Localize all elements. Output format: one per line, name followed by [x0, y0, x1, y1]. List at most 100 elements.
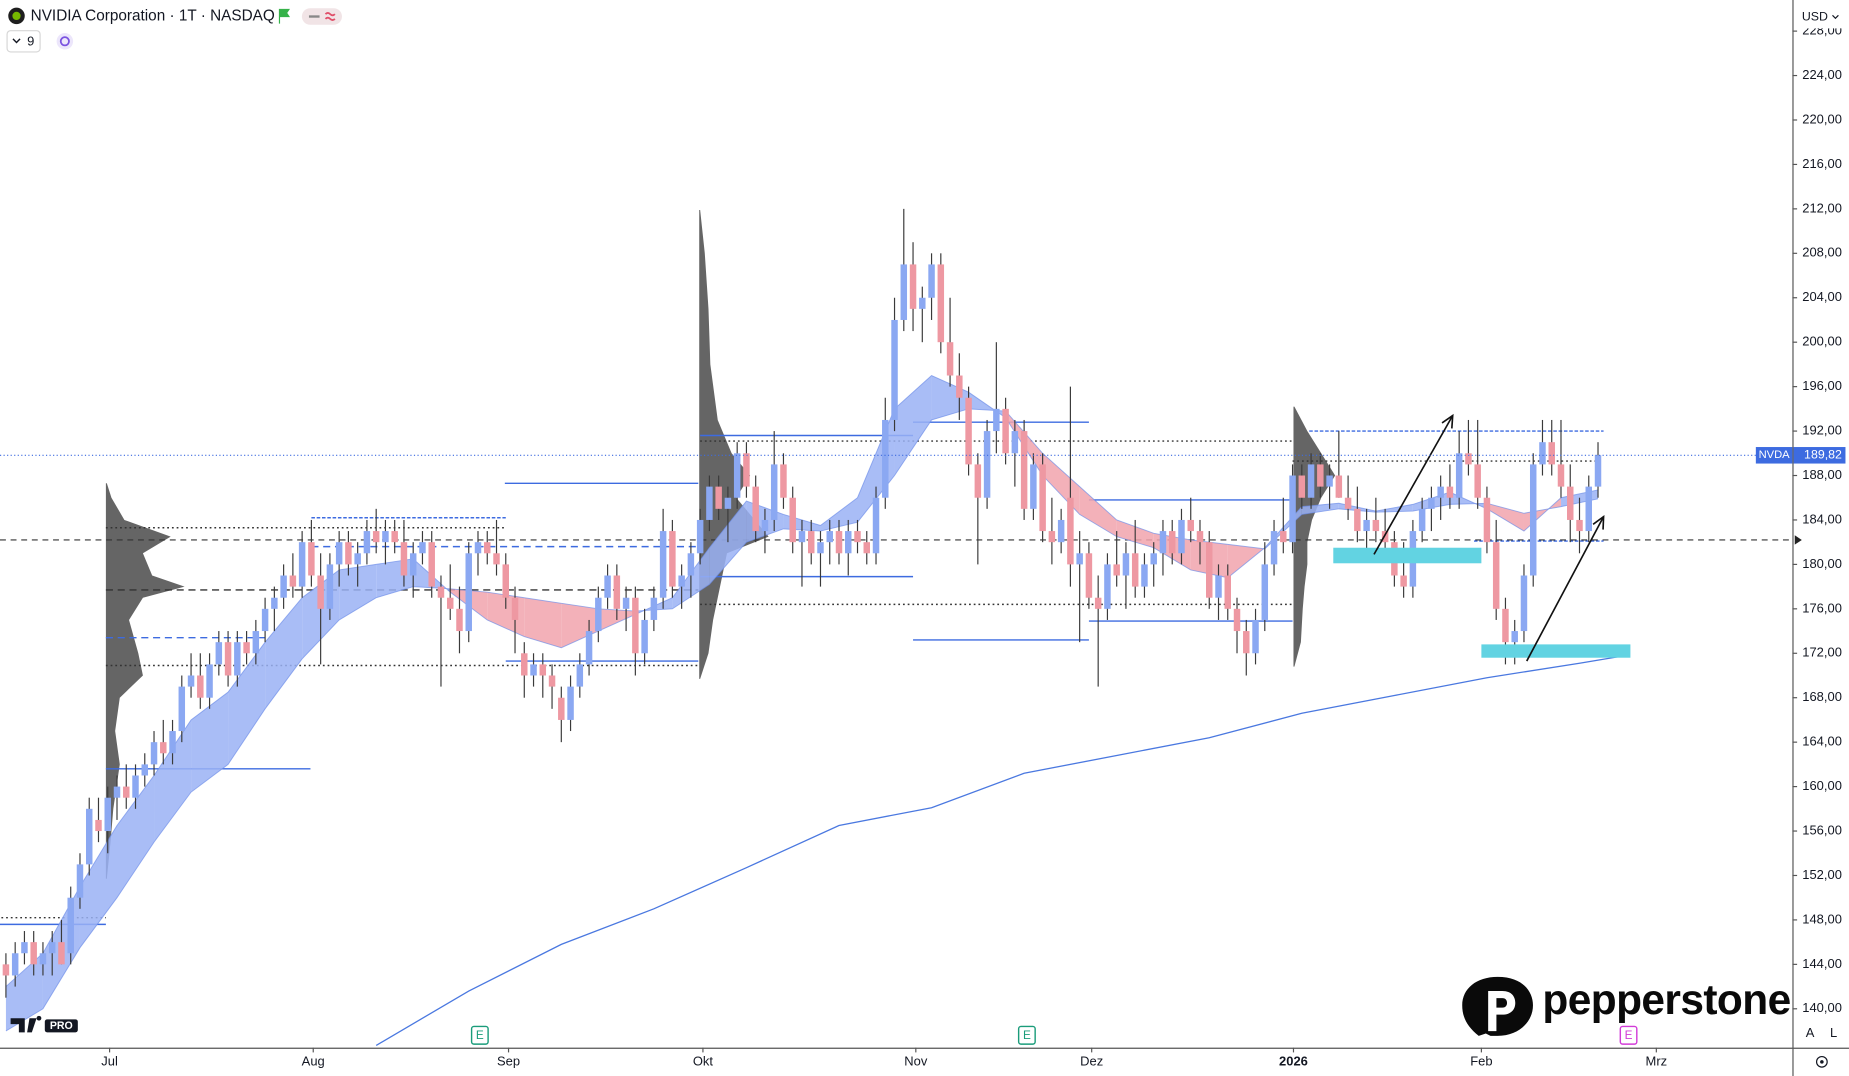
candle-body [983, 431, 991, 498]
candle-body [558, 697, 565, 720]
trend-arrow [1526, 516, 1605, 662]
candle-body [1567, 486, 1574, 520]
y-tick-label: 152,00 [1802, 867, 1842, 882]
candle-body [1039, 464, 1046, 532]
indicator-count: 9 [27, 33, 34, 48]
candle-body [1020, 431, 1028, 509]
candle-body [1150, 553, 1157, 565]
candle-body [1326, 475, 1333, 487]
axes: 140,00 144,00 148,00 152,00 156,00 160,00 164,… [101, 23, 1846, 1068]
flag-icon[interactable] [278, 8, 291, 24]
candle-body [993, 408, 1000, 432]
candle-body [1178, 519, 1185, 554]
candle-body [187, 675, 195, 687]
candle-body [21, 942, 28, 954]
candle-body [123, 786, 130, 798]
candle-body [715, 486, 722, 509]
candle-body [2, 964, 10, 976]
x-tick-label: Dez [1080, 1053, 1103, 1068]
candle-body [1289, 475, 1296, 543]
arrow-head [1441, 413, 1454, 429]
ribbon-fill [265, 597, 303, 709]
auto-scale-button[interactable]: A [1806, 1025, 1815, 1040]
candle-body [641, 619, 648, 654]
candle-body [178, 686, 186, 732]
candle-body [650, 597, 658, 620]
candle-body [1030, 464, 1037, 509]
status-icon [324, 12, 336, 21]
sma-line [375, 654, 1626, 1047]
support-zone [1481, 644, 1631, 658]
currency-button[interactable] [1797, 4, 1845, 29]
candle-body [1520, 575, 1528, 632]
candle-body [706, 486, 713, 520]
candle-body [363, 531, 371, 554]
ribbon-fill [339, 564, 377, 620]
candle-body [48, 942, 56, 954]
earnings-marker[interactable] [1619, 1025, 1638, 1045]
last-price-label: 189,82 [1804, 448, 1842, 462]
ribbon-fill [228, 642, 266, 765]
log-scale-button[interactable]: L [1830, 1025, 1837, 1040]
candle-body [835, 531, 843, 554]
status-pill[interactable] [301, 8, 342, 25]
candle-body [1215, 575, 1222, 598]
candle-body [1187, 519, 1194, 532]
candle-body [576, 664, 584, 687]
symbol-tag-label: NVDA [1759, 449, 1791, 461]
candle-body [1576, 519, 1583, 532]
chart-title[interactable]: NVIDIA Corporation · 1T · NASDAQ [31, 8, 275, 25]
currency-label[interactable]: USD [1802, 9, 1828, 23]
candle-body [965, 397, 972, 465]
candle-body [1381, 531, 1389, 543]
candle-body [789, 497, 796, 543]
plot-area [0, 208, 1793, 1047]
candle-body [465, 553, 472, 632]
support-zone [1333, 547, 1482, 564]
settings-button[interactable] [1815, 1055, 1828, 1068]
candle-body [252, 631, 260, 654]
candle-body [632, 597, 639, 654]
ribbon-fill [191, 692, 229, 793]
candle-body [1196, 531, 1204, 543]
candle-body [909, 264, 917, 309]
candle-body [85, 808, 93, 865]
candle-body [234, 642, 241, 676]
candle-body [206, 664, 213, 698]
candle-body [511, 597, 519, 620]
earnings-marker[interactable] [1017, 1025, 1036, 1045]
y-tick-label: 212,00 [1802, 200, 1842, 215]
candle-body [1428, 497, 1435, 509]
brand-logo [1462, 976, 1533, 1036]
candle-body [1094, 597, 1102, 609]
candle-body [76, 864, 84, 898]
candle-body [1085, 553, 1093, 598]
candle-body [1280, 531, 1287, 543]
candle-body [585, 631, 593, 665]
candle-body [733, 453, 741, 498]
earnings-label: E [1023, 1029, 1031, 1042]
settings-icon [1820, 1060, 1824, 1064]
candle-body [400, 542, 408, 576]
candle-body [1252, 619, 1259, 654]
candle-body [1372, 519, 1380, 532]
candle-body [67, 897, 74, 954]
candle-body [1594, 455, 1602, 487]
candle-body [437, 586, 445, 598]
indicator-toggle[interactable] [6, 30, 41, 53]
candle-body [946, 342, 954, 376]
ribbon-fill [1227, 544, 1265, 578]
candle-body [280, 575, 287, 598]
refresh-button[interactable] [56, 33, 74, 50]
earnings-marker[interactable] [470, 1025, 489, 1045]
candle-body [1483, 497, 1491, 543]
candle-body [169, 731, 176, 754]
candle-body [1465, 453, 1472, 465]
y-tick-label: 172,00 [1802, 645, 1842, 660]
x-tick-label: Sep [497, 1053, 520, 1068]
candle-body [900, 264, 908, 320]
candle-body [317, 575, 324, 609]
y-tick-label: 188,00 [1802, 467, 1842, 482]
candle-body [215, 642, 223, 665]
